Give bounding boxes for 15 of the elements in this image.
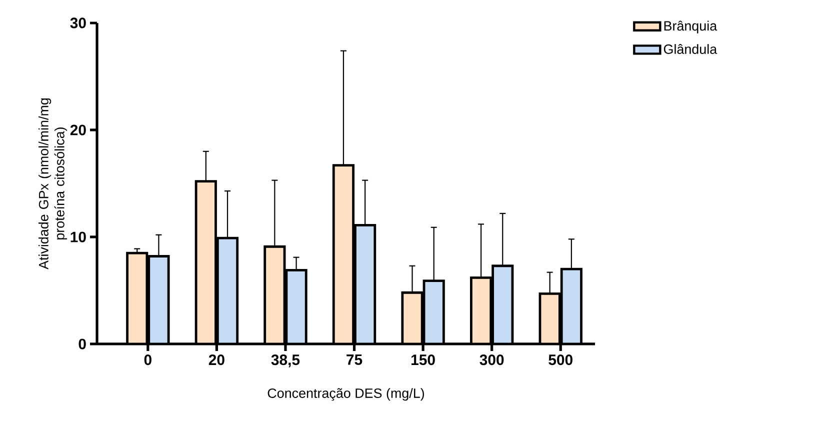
x-tick-label: 150: [412, 354, 435, 366]
x-axis-title: Concentração DES (mg/L): [268, 388, 424, 401]
x-tick-label: 20: [208, 354, 224, 366]
x-tick-label: 300: [480, 354, 504, 366]
x-tick-label: 75: [346, 354, 362, 365]
legend-label: Brânquia: [664, 20, 718, 34]
y-tick-label: 30: [70, 18, 86, 28]
y-tick-label: 20: [70, 124, 86, 136]
y-axis-title: Atividade GPx (nmol/min/mg proteína citosólica): [38, 98, 68, 270]
x-tick-label: 38,5: [271, 354, 300, 368]
y-tick-label: 10: [70, 232, 86, 242]
x-tick-label: 500: [548, 354, 572, 366]
x-tick-label: 0: [144, 354, 152, 366]
y-tick-label: 0: [78, 338, 86, 350]
legend-label: Glândula: [664, 44, 718, 54]
